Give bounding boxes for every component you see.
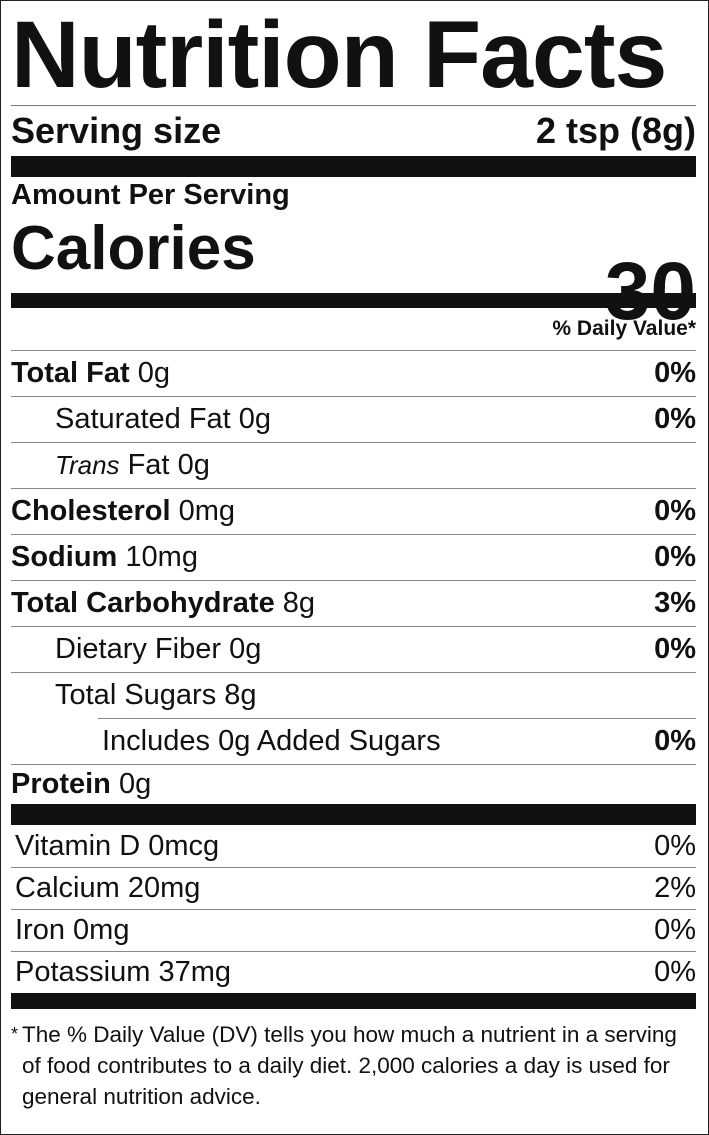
nutrient-amount: 0g <box>229 633 262 665</box>
divider <box>11 105 696 106</box>
nutrient-dv: 0% <box>654 495 696 527</box>
nutrient-name-group: Total Sugars 8g <box>55 679 257 712</box>
footnote-mark: * <box>11 1024 19 1044</box>
nutrient-row: Total Fat 0g 0% <box>11 350 696 396</box>
nutrient-name: Protein <box>11 768 111 800</box>
nutrient-dv: 3% <box>654 587 696 619</box>
title: Nutrition Facts <box>11 2 667 108</box>
vitamin-row: Potassium 37mg 0% <box>11 951 696 993</box>
nutrient-amount: 0g <box>118 768 152 800</box>
nutrient-amount: 0mg <box>178 495 236 527</box>
calories-row: Calories 30 <box>11 197 696 337</box>
nutrient-name-group: Includes 0g Added Sugars <box>102 725 441 758</box>
nutrient-dv: 0% <box>654 403 696 435</box>
nutrient-row: Protein 0g <box>11 764 696 804</box>
nutrient-name-italic: Trans <box>55 450 120 480</box>
serving-label: Serving size <box>11 110 222 151</box>
vitamin-amount: 0mg <box>73 914 130 946</box>
nutrient-name: Fat <box>127 449 170 481</box>
footnote-text: The % Daily Value (DV) tells you how muc… <box>22 1022 677 1109</box>
nutrient-name-group: Sodium 10mg <box>11 541 198 574</box>
nutrient-name-group: Trans Fat 0g <box>55 449 210 482</box>
nutrient-row: Dietary Fiber 0g 0% <box>11 626 696 672</box>
vitamin-name-group: Potassium 37mg <box>15 956 231 989</box>
vitamin-row: Vitamin D 0mcg 0% <box>11 825 696 867</box>
vitamin-list: Vitamin D 0mcg 0% Calcium 20mg 2% Iron 0mg 0%… <box>11 825 696 993</box>
vitamin-name: Calcium <box>15 872 120 904</box>
nutrient-name-group: Saturated Fat 0g <box>55 403 271 436</box>
nutrient-row: Saturated Fat 0g 0% <box>11 396 696 442</box>
vitamin-name: Iron <box>15 914 65 946</box>
amount-header: Amount Per Serving <box>11 179 290 211</box>
thick-bar <box>11 804 696 825</box>
nutrient-row: Total Carbohydrate 8g 3% <box>11 580 696 626</box>
nutrient-amount: 8g <box>282 587 316 619</box>
nutrient-name-group: Dietary Fiber 0g <box>55 633 261 666</box>
dv-header: % Daily Value* <box>11 308 696 350</box>
thick-bar <box>11 156 696 177</box>
nutrient-name: Total Carbohydrate <box>11 587 275 619</box>
nutrient-dv: 0% <box>654 541 696 573</box>
thick-bar <box>11 993 696 1009</box>
vitamin-name-group: Vitamin D 0mcg <box>15 830 219 863</box>
nutrient-amount: 8g <box>224 679 257 711</box>
nutrient-dv: 0% <box>654 725 696 757</box>
nutrient-name-group: Protein 0g <box>11 768 151 801</box>
nutrient-name: Dietary Fiber <box>55 633 221 665</box>
nutrient-amount: 0g <box>238 403 272 435</box>
nutrient-name: Total Fat <box>11 357 130 389</box>
nutrient-name: Includes 0g Added Sugars <box>102 725 441 757</box>
vitamin-amount: 0mcg <box>148 829 220 862</box>
nutrient-row: Total Sugars 8g <box>11 672 696 718</box>
vitamin-dv: 2% <box>654 872 696 904</box>
nutrient-amount: 0g <box>137 357 171 389</box>
thick-bar <box>11 293 696 308</box>
vitamin-dv: 0% <box>654 914 696 946</box>
nutrient-name-group: Total Fat 0g <box>11 357 170 390</box>
vitamin-name: Vitamin D <box>15 829 141 862</box>
vitamin-amount: 37mg <box>158 956 231 988</box>
nutrient-row: Trans Fat 0g <box>11 442 696 488</box>
vitamin-name: Potassium <box>15 956 151 988</box>
vitamin-name-group: Iron 0mg <box>15 914 129 947</box>
vitamin-name-group: Calcium 20mg <box>15 872 200 905</box>
footnote: * The % Daily Value (DV) tells you how m… <box>11 1019 688 1112</box>
nutrient-name-group: Total Carbohydrate 8g <box>11 587 315 620</box>
nutrient-row: Sodium 10mg 0% <box>11 534 696 580</box>
nutrient-amount: 10mg <box>125 541 198 573</box>
nutrient-dv: 0% <box>654 357 696 389</box>
nutrient-row: Cholesterol 0mg 0% <box>11 488 696 534</box>
nutrient-dv: 0% <box>654 633 696 665</box>
calories-value: 30 <box>604 246 696 337</box>
serving-value: 2 tsp (8g) <box>535 110 696 151</box>
serving-row: Serving size 2 tsp (8g) <box>11 107 696 155</box>
vitamin-row: Iron 0mg 0% <box>11 909 696 951</box>
nutrient-list: Total Fat 0g 0% Saturated Fat 0g 0% Trans Fa… <box>11 350 696 804</box>
dv-header-text: % Daily Value* <box>552 317 696 340</box>
vitamin-dv: 0% <box>654 829 696 862</box>
nutrient-amount: 0g <box>177 449 210 481</box>
nutrient-name: Sodium <box>11 541 118 573</box>
calories-label: Calories <box>11 214 256 283</box>
nutrient-name: Cholesterol <box>11 495 171 527</box>
vitamin-dv: 0% <box>654 956 696 988</box>
nutrient-name-group: Cholesterol 0mg <box>11 495 235 528</box>
vitamin-amount: 20mg <box>127 872 201 904</box>
nutrient-name: Saturated Fat <box>55 403 231 435</box>
nutrient-name: Total Sugars <box>55 679 217 711</box>
nutrient-row: Includes 0g Added Sugars 0% <box>98 718 696 764</box>
vitamin-row: Calcium 20mg 2% <box>11 867 696 909</box>
